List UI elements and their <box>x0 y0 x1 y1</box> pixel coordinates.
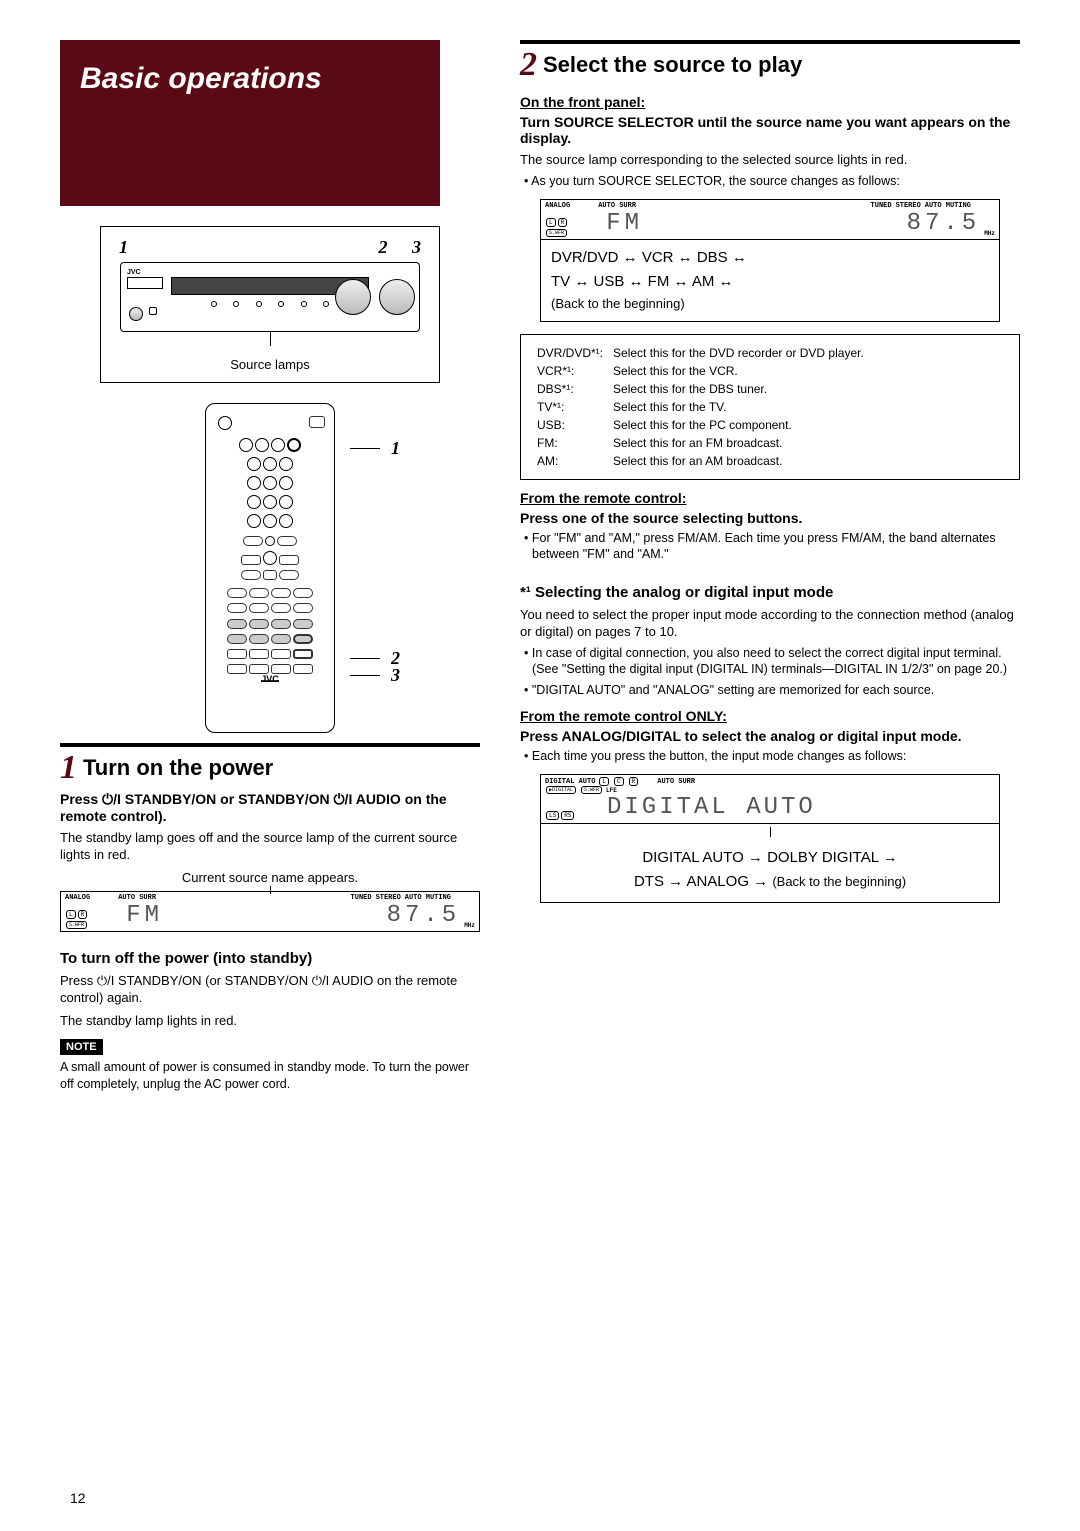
step-1-body: The standby lamp goes off and the source… <box>60 830 480 864</box>
from-remote-only-sub: From the remote control ONLY: <box>520 708 1020 724</box>
input-mode-changes-bullet: • Each time you press the button, the in… <box>520 748 1020 764</box>
left-column: Basic operations 1 2 3 JVC <box>60 40 480 1092</box>
callout-2: 2 <box>379 237 388 257</box>
on-front-panel-sub: On the front panel: <box>520 94 1020 110</box>
right-column: 2Select the source to play On the front … <box>520 40 1020 1092</box>
digital-connection-bullet: • In case of digital connection, you als… <box>520 645 1020 678</box>
source-selector-instruction: Turn SOURCE SELECTOR until the source na… <box>520 114 1020 146</box>
turn-off-heading: To turn off the power (into standby) <box>60 950 480 967</box>
table-row: FM:Select this for an FM broadcast. <box>533 435 868 451</box>
sequence-line-1: DVR/DVD ↔ VCR ↔ DBS ↔ <box>551 246 989 270</box>
note-body: A small amount of power is consumed in s… <box>60 1059 480 1092</box>
source-sequence-box: ANALOG AUTO SURR TUNED STEREO AUTO MUTIN… <box>540 199 1000 322</box>
section-banner: Basic operations <box>60 40 440 206</box>
press-source-button: Press one of the source selecting button… <box>520 510 1020 526</box>
callout-1: 1 <box>119 237 128 258</box>
remote-control-diagram: JVC ▬▬▬ <box>205 403 335 733</box>
mode-sequence-2: DTS → ANALOG → (Back to the beginning) <box>551 870 989 894</box>
input-mode-body: You need to select the proper input mode… <box>520 607 1020 641</box>
volume-knob <box>379 279 415 315</box>
table-row: DVR/DVD*¹:Select this for the DVD record… <box>533 345 868 361</box>
fm-display: ANALOG AUTO SURR TUNED STEREO AUTO MUTIN… <box>60 891 480 932</box>
step-1-heading: 1Turn on the power <box>60 743 480 787</box>
step-1-instruction: Press ⏻/I STANDBY/ON or STANDBY/ON ⏻/I A… <box>60 791 480 824</box>
source-lamp-body: The source lamp corresponding to the sel… <box>520 152 1020 169</box>
table-row: VCR*¹:Select this for the VCR. <box>533 363 868 379</box>
input-mode-sequence-box: DIGITAL AUTO LCR AUTO SURR ▶DIGITAL S.WF… <box>540 774 1000 903</box>
table-row: TV*¹:Select this for the TV. <box>533 399 868 415</box>
table-row: DBS*¹:Select this for the DBS tuner. <box>533 381 868 397</box>
analog-digital-instruction: Press ANALOG/DIGITAL to select the analo… <box>520 728 1020 744</box>
receiver-front-panel: JVC <box>120 262 420 332</box>
display-caption: Current source name appears. <box>60 870 480 885</box>
table-row: AM:Select this for an AM broadcast. <box>533 453 868 469</box>
receiver-diagram: 1 2 3 JVC <box>100 226 440 383</box>
step-2-heading: 2Select the source to play <box>520 44 1020 84</box>
mode-sequence-1: DIGITAL AUTO → DOLBY DIGITAL → <box>551 846 989 870</box>
remote-callout-3: 3 <box>391 665 400 686</box>
sequence-back: (Back to the beginning) <box>551 294 989 315</box>
memorized-bullet: • "DIGITAL AUTO" and "ANALOG" setting ar… <box>520 682 1020 698</box>
table-row: USB:Select this for the PC component. <box>533 417 868 433</box>
source-description-table: DVR/DVD*¹:Select this for the DVD record… <box>520 334 1020 480</box>
source-selector-knob <box>335 279 371 315</box>
input-mode-heading: *¹ Selecting the analog or digital input… <box>520 584 1020 601</box>
turn-off-body-2: The standby lamp lights in red. <box>60 1013 480 1030</box>
from-remote-sub: From the remote control: <box>520 490 1020 506</box>
note-label: NOTE <box>60 1039 103 1055</box>
source-changes-bullet: • As you turn SOURCE SELECTOR, the sourc… <box>520 173 1020 189</box>
turn-off-body-1: Press ⏻/I STANDBY/ON (or STANDBY/ON ⏻/I … <box>60 973 480 1007</box>
callout-3: 3 <box>412 237 421 257</box>
page-number: 12 <box>70 1490 86 1506</box>
fm-am-bullet: • For "FM" and "AM," press FM/AM. Each t… <box>520 530 1020 563</box>
remote-callout-1: 1 <box>391 438 400 459</box>
source-lamps-caption: Source lamps <box>111 357 429 372</box>
sequence-line-2: TV ↔ USB ↔ FM ↔ AM ↔ <box>551 270 989 294</box>
